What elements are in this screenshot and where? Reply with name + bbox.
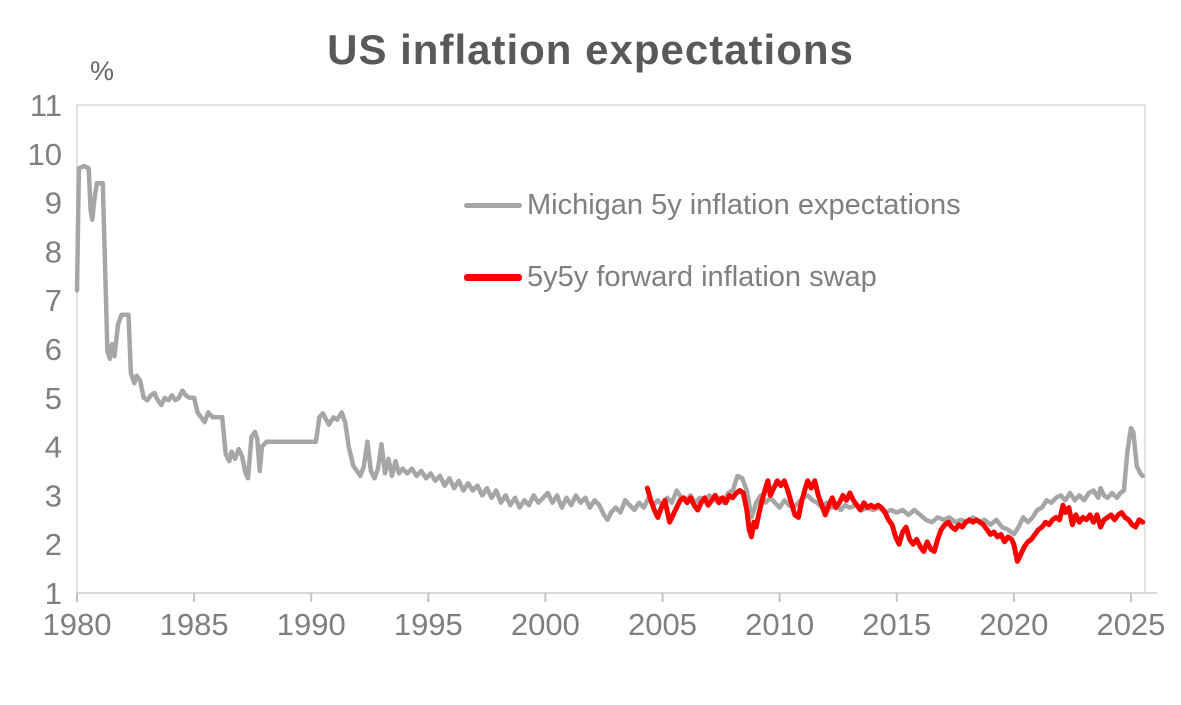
x-axis-tick-label: 1980 — [43, 607, 112, 642]
y-axis-unit-label: % — [90, 56, 115, 86]
michigan-series-line — [74, 163, 1145, 537]
x-axis-tick-label: 1995 — [394, 607, 463, 642]
y-axis-tick-label: 8 — [45, 234, 62, 269]
y-axis-tick-label: 3 — [45, 478, 62, 513]
x-axis-tick-label: 2000 — [511, 607, 580, 642]
y-axis-tick-label: 5 — [45, 381, 62, 416]
y-axis-tick-label: 11 — [30, 88, 62, 123]
x-axis-tick-label: 2020 — [979, 607, 1048, 642]
y-axis-tick-label: 6 — [45, 332, 62, 367]
y-axis-tick-label: 7 — [45, 283, 62, 318]
x-axis-tick-label: 2010 — [745, 607, 814, 642]
x-axis-tick-label: 2015 — [862, 607, 931, 642]
chart-title: US inflation expectations — [327, 26, 854, 73]
y-axis-tick-label: 10 — [28, 137, 62, 172]
y-axis-tick-label: 2 — [45, 527, 62, 562]
y-axis-tick-label: 1 — [45, 576, 62, 611]
swap-series-line — [644, 478, 1146, 564]
x-axis-tick-label: 2005 — [628, 607, 697, 642]
y-axis-tick-label: 4 — [45, 430, 62, 465]
x-axis-tick-label: 2025 — [1096, 607, 1165, 642]
x-axis-tick-label: 1990 — [277, 607, 346, 642]
y-axis-tick-label: 9 — [45, 186, 62, 221]
x-axis-tick-label: 1985 — [160, 607, 229, 642]
